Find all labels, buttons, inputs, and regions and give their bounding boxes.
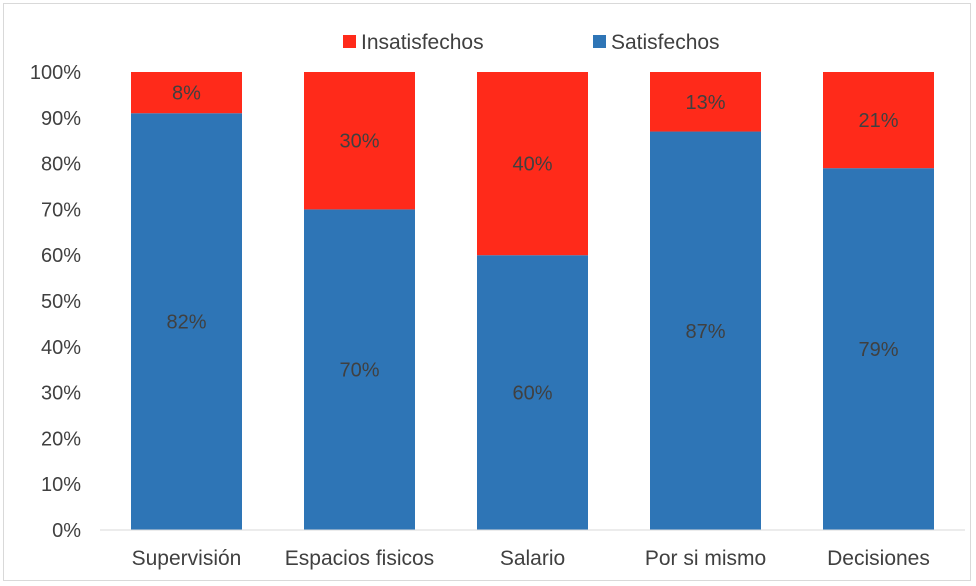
data-label-insatisfechos-espacios-fisicos: 30% — [339, 131, 379, 153]
legend-label-satisfechos: Satisfechos — [611, 31, 720, 54]
bar-insatisfechos-decisiones — [823, 72, 934, 169]
data-label-satisfechos-decisiones: 79% — [858, 339, 898, 361]
bar-satisfechos-decisiones — [823, 168, 934, 530]
y-tick-label-7: 70% — [41, 199, 81, 221]
x-tick-label-por-si-mismo: Por si mismo — [645, 547, 766, 570]
x-tick-label-decisiones: Decisiones — [827, 547, 930, 570]
bar-insatisfechos-por-si-mismo — [650, 72, 761, 132]
legend-swatch-satisfechos — [593, 35, 606, 48]
y-tick-label-10: 100% — [30, 62, 81, 84]
bar-satisfechos-espacios-fisicos — [304, 209, 415, 530]
data-label-insatisfechos-supervision: 8% — [172, 83, 201, 105]
y-axis: 0% 10% 20% 30% 40% 50% 60% 70% 80% 90% 100% — [30, 62, 81, 542]
y-tick-label-9: 90% — [41, 108, 81, 130]
y-tick-label-0: 0% — [52, 520, 81, 542]
y-tick-label-2: 20% — [41, 428, 81, 450]
x-tick-label-supervision: Supervisión — [132, 547, 242, 570]
bar-insatisfechos-espacios-fisicos — [304, 72, 415, 210]
data-label-satisfechos-espacios-fisicos: 70% — [339, 360, 379, 382]
data-label-satisfechos-por-si-mismo: 87% — [685, 321, 725, 343]
y-tick-label-3: 30% — [41, 383, 81, 405]
x-tick-label-salario: Salario — [500, 547, 565, 570]
x-axis: Supervisión Espacios fisicos Salario Por si… — [100, 529, 965, 570]
y-tick-label-8: 80% — [41, 154, 81, 176]
data-label-insatisfechos-salario: 40% — [512, 154, 552, 176]
bar-satisfechos-por-si-mismo — [650, 131, 761, 531]
y-tick-label-4: 40% — [41, 337, 81, 359]
y-tick-label-5: 50% — [41, 291, 81, 313]
legend-swatch-insatisfechos — [343, 35, 356, 48]
bar-satisfechos-salario — [477, 255, 588, 530]
bar-insatisfechos-supervision — [131, 72, 242, 114]
bars: 82% 8% 70% 30% 60% 40% 87% 13% 79% 21% — [131, 72, 934, 531]
bar-insatisfechos-salario — [477, 72, 588, 256]
data-label-insatisfechos-decisiones: 21% — [858, 110, 898, 132]
legend: Insatisfechos Satisfechos — [343, 31, 720, 54]
x-tick-label-espacios-fisicos: Espacios fisicos — [285, 547, 434, 570]
data-label-insatisfechos-por-si-mismo: 13% — [685, 92, 725, 114]
bar-satisfechos-supervision — [131, 113, 242, 530]
y-tick-label-1: 10% — [41, 474, 81, 496]
data-label-satisfechos-salario: 60% — [512, 383, 552, 405]
legend-label-insatisfechos: Insatisfechos — [361, 31, 484, 54]
y-tick-label-6: 60% — [41, 245, 81, 267]
data-label-satisfechos-supervision: 82% — [166, 312, 206, 334]
